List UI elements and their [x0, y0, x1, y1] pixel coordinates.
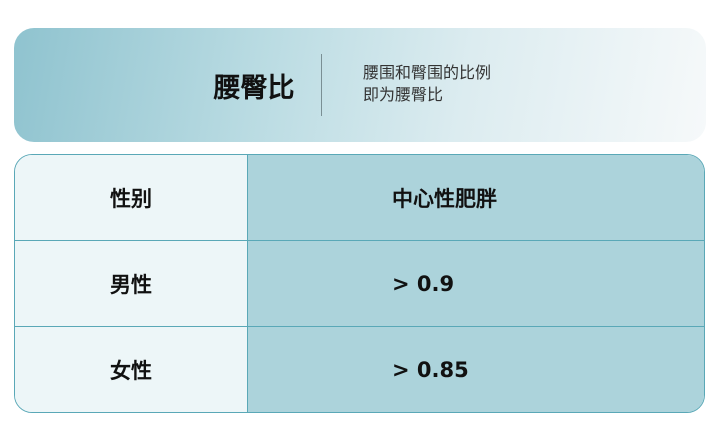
column-header-gender: 性别: [15, 155, 248, 241]
criteria-table: 性别 中心性肥胖 男性 > 0.9 女性 > 0.85: [14, 154, 705, 413]
description-line: 腰围和臀围的比例: [363, 63, 492, 82]
row-female-label: 女性: [15, 327, 248, 412]
row-female-value: > 0.85: [248, 327, 704, 412]
page-title: 腰臀比: [213, 72, 295, 104]
description-line: 即为腰臀比: [363, 85, 444, 104]
row-male-value: > 0.9: [248, 241, 704, 327]
header-card: 腰臀比 腰围和臀围的比例 即为腰臀比: [14, 28, 706, 142]
column-header-central-obesity: 中心性肥胖: [248, 155, 704, 241]
divider: [321, 54, 322, 116]
row-male-label: 男性: [15, 241, 248, 327]
description: 腰围和臀围的比例 即为腰臀比: [363, 62, 491, 106]
